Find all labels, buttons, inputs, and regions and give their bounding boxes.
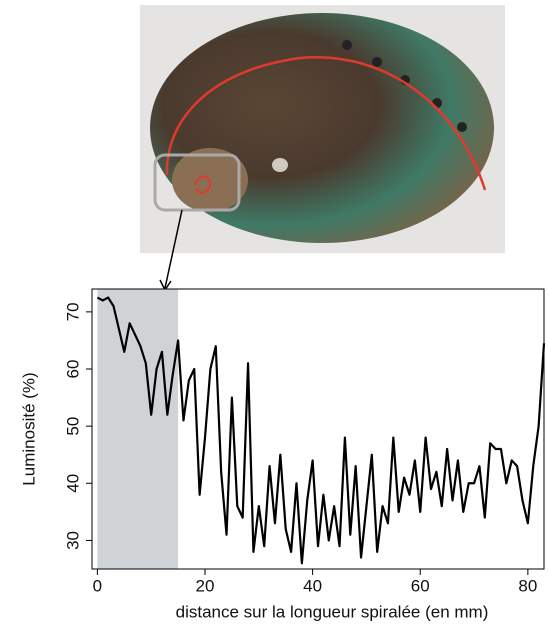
plot-frame — [91, 288, 545, 570]
y-axis-label: Luminosité (%) — [19, 372, 38, 485]
arrow — [164, 209, 183, 289]
shell-hole — [372, 57, 382, 67]
photo — [140, 5, 505, 292]
y-tick-label: 70 — [63, 302, 82, 321]
y-tick-label: 60 — [63, 360, 82, 379]
zoom-box — [153, 153, 241, 212]
y-tick-label: 30 — [63, 531, 82, 550]
x-axis-label: distance sur la longueur spiralée (en mm… — [176, 602, 489, 621]
data-line — [96, 296, 546, 565]
x-tick-label: 20 — [196, 576, 215, 595]
shell-hole — [272, 158, 288, 172]
shell-hole — [457, 122, 467, 132]
x-tick-label: 80 — [518, 576, 537, 595]
x-tick-label: 40 — [303, 576, 322, 595]
shell-hole — [342, 40, 352, 50]
y-tick-label: 40 — [63, 474, 82, 493]
y-tick-label: 50 — [63, 417, 82, 436]
highlight-region — [97, 289, 179, 569]
x-tick-label: 0 — [93, 576, 102, 595]
spiral-path — [165, 56, 487, 191]
x-tick-label: 60 — [411, 576, 430, 595]
spiral-path — [194, 175, 212, 194]
